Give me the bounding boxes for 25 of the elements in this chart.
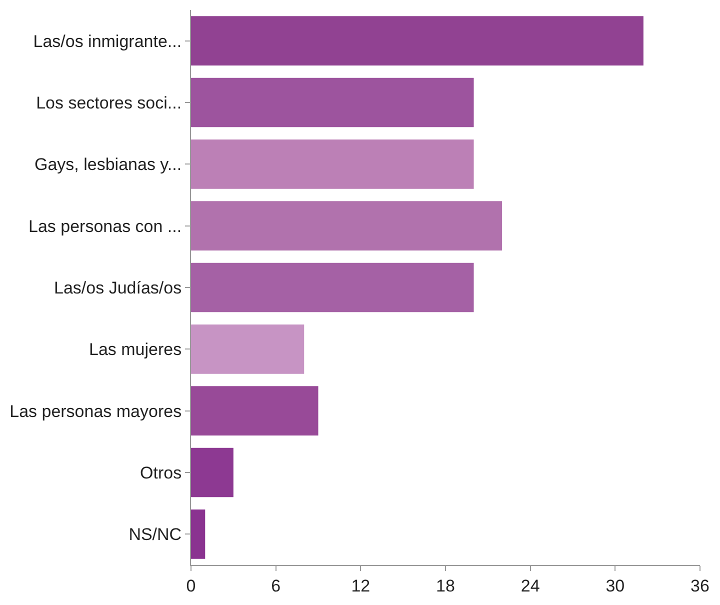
bar: [191, 324, 304, 374]
x-tick-label: 18: [436, 576, 455, 596]
bar: [191, 201, 502, 250]
bar: [191, 386, 318, 436]
bar: [191, 448, 234, 498]
y-tick-label: Las personas con ...: [28, 216, 182, 236]
bar: [191, 140, 474, 189]
x-tick-label: 6: [271, 576, 281, 596]
x-tick-label: 30: [606, 576, 625, 596]
y-tick-label: Las/os Judías/os: [54, 278, 182, 298]
x-tick-label: 0: [186, 576, 196, 596]
bar: [191, 16, 644, 66]
y-tick-label: Las/os inmigrante...: [33, 32, 182, 51]
y-tick-label: Gays, lesbianas y...: [34, 155, 182, 174]
bar: [191, 78, 474, 128]
bar: [191, 262, 474, 312]
x-tick-label: 36: [690, 576, 710, 596]
y-tick-label: Las personas mayores: [10, 402, 182, 421]
y-tick-label: Los sectores soci...: [36, 93, 182, 112]
y-tick-label: NS/NC: [128, 525, 182, 544]
x-tick-label: 12: [351, 576, 370, 596]
x-tick-label: 24: [520, 576, 540, 596]
y-tick-label: Las mujeres: [88, 340, 182, 360]
bar: [191, 510, 206, 559]
y-tick-label: Otros: [140, 463, 182, 482]
